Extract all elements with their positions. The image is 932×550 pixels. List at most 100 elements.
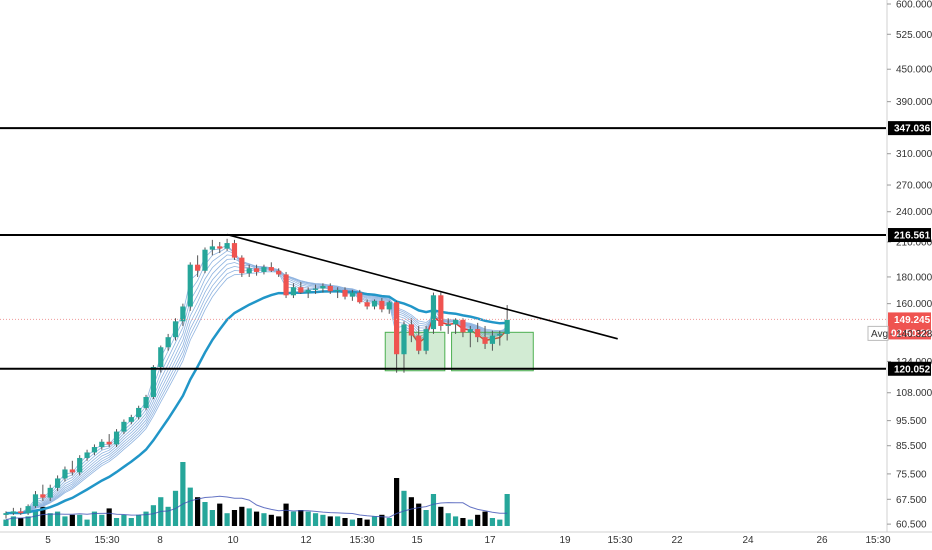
candle [239, 255, 245, 277]
price-tick-label: 60.500 [896, 520, 927, 531]
candle [217, 241, 223, 254]
volume-bar [268, 514, 274, 526]
time-tick-label: 26 [816, 535, 828, 546]
volume-bar [40, 506, 46, 526]
candle-body [290, 287, 297, 296]
volume-bar [364, 519, 370, 526]
volume-bar [231, 510, 238, 526]
candle-body [128, 417, 134, 422]
volume-bar [276, 516, 282, 526]
candle-body [143, 396, 149, 408]
candle-body [217, 246, 223, 249]
price-tick-label: 270.000 [896, 181, 932, 192]
candle-body [342, 289, 348, 297]
candle-body [364, 302, 370, 307]
volume-bar [408, 497, 414, 526]
candle [209, 239, 215, 256]
ema-main-line [5, 290, 508, 515]
volume-bar [416, 503, 422, 526]
price-tick-label: 310.000 [896, 149, 932, 160]
candle [467, 325, 473, 348]
volume-bar [290, 511, 297, 526]
candle [379, 298, 385, 313]
volume-bar [246, 508, 252, 526]
candle [261, 264, 267, 275]
time-tick-label: 15 [411, 535, 423, 546]
candle [320, 283, 326, 293]
volume-bar [47, 513, 53, 526]
price-axis-background [887, 0, 932, 550]
candle [335, 287, 341, 299]
candle [165, 333, 171, 351]
volume-layer [3, 462, 510, 526]
time-tick-label: 15:30 [865, 535, 890, 546]
volume-bar [445, 513, 451, 526]
price-tick-label: 180.000 [896, 272, 932, 283]
volume-bar [224, 513, 230, 526]
volume-bar [136, 514, 142, 526]
volume-bar [18, 518, 24, 526]
candle [394, 300, 400, 373]
level-price-tag [888, 361, 931, 376]
candle [327, 283, 333, 294]
volume-bar [239, 506, 245, 526]
volume-bar [386, 518, 392, 526]
countdown-timer-label: 02:50:23 [891, 328, 931, 339]
candle-body [172, 321, 179, 338]
current-price-label: 149.245 [894, 315, 931, 326]
candle-body [187, 264, 193, 307]
volume-bar [401, 490, 407, 526]
volume-bar [106, 508, 112, 526]
candle-body [32, 494, 39, 507]
volume-bar [25, 516, 31, 526]
volume-bar [371, 516, 378, 526]
candle-body [298, 287, 304, 293]
candle [69, 460, 75, 476]
candle [128, 414, 134, 425]
volume-bar [202, 502, 208, 526]
candle-body [416, 335, 422, 351]
candle [357, 289, 363, 304]
candle-body [165, 337, 171, 348]
volume-bar [128, 518, 134, 526]
volume-bar [394, 478, 400, 526]
price-tick-label: 160.000 [896, 299, 932, 310]
candle-body [150, 366, 156, 397]
descending-trendline [226, 233, 618, 340]
time-tick-label: 19 [559, 535, 571, 546]
level-price-label: 120.052 [894, 364, 931, 375]
candle [136, 405, 142, 420]
candle [202, 247, 208, 274]
volume-bar [342, 518, 348, 526]
candle-body [482, 337, 488, 344]
time-tick-label: 8 [157, 535, 163, 546]
candle [305, 287, 311, 299]
candle-body [224, 243, 230, 249]
volume-bar [298, 510, 304, 526]
candle-body [327, 285, 333, 292]
candle-body [335, 289, 341, 292]
volume-bar [320, 514, 326, 526]
price-tick-label: 210.000 [896, 237, 932, 248]
candle-body [475, 329, 481, 338]
volume-bar [452, 516, 459, 526]
volume-bar [497, 519, 503, 526]
candle-body [305, 289, 311, 293]
candle-body [113, 431, 120, 445]
avg-prefix-label: Avg [871, 329, 888, 340]
candle-body [312, 288, 319, 290]
candle-body [504, 319, 510, 334]
candle [416, 325, 422, 355]
candle-body [408, 324, 414, 336]
price-tick-label: 95.500 [896, 416, 927, 427]
candle-body [423, 329, 429, 351]
candle [312, 284, 319, 294]
price-tick-label: 525.000 [896, 30, 932, 41]
candle-body [489, 335, 496, 344]
price-tick-label: 450.000 [896, 65, 932, 76]
candle-body [62, 469, 68, 479]
candle-body [91, 447, 98, 453]
volume-bar [261, 513, 267, 526]
candle [195, 255, 201, 277]
